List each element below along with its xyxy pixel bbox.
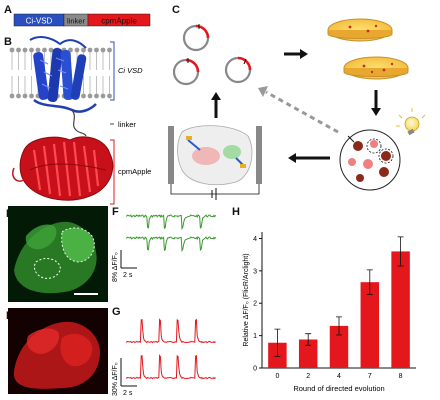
microscopy-image-green — [8, 206, 108, 302]
lipid-head — [94, 93, 99, 99]
light-bulb-icon — [396, 108, 426, 136]
construct-fp-label: cpmApple — [101, 17, 137, 26]
y-tick-label: 4 — [253, 236, 257, 243]
lipid-head — [35, 47, 41, 53]
fp-structure-label: cpmApple — [118, 167, 151, 176]
panel-label-c: C — [172, 4, 180, 16]
error-bar-round-7 — [366, 269, 373, 295]
trace-f-time-label: 2 s — [123, 272, 133, 279]
x-tick-label: 0 — [275, 373, 279, 380]
dashed-arrow-back — [265, 90, 339, 134]
lipid-head — [81, 93, 86, 99]
error-bar-round-0 — [274, 328, 281, 357]
patch-clamp-setup — [168, 125, 262, 200]
structure-brackets — [110, 41, 115, 205]
y-tick-label: 0 — [253, 366, 257, 373]
lipid-head — [87, 47, 93, 53]
construct-linker-label: linker — [67, 17, 85, 26]
lipid-head — [94, 47, 99, 53]
lipid-head — [9, 93, 15, 99]
trace-g-group — [120, 318, 216, 387]
lipid-head — [42, 47, 47, 53]
construct-bar: Ci-VSD linker cpmApple — [13, 13, 151, 27]
y-axis-title: Relative ΔF/F₀ (FlicR/Arclight) — [243, 253, 250, 346]
construct-fp-segment — [87, 13, 151, 27]
lipid-head — [9, 47, 15, 53]
trace-f-line-1 — [125, 214, 217, 231]
plasmid-group — [172, 24, 252, 86]
x-axis-title: Round of directed evolution — [293, 384, 384, 393]
lipid-head — [48, 47, 54, 53]
x-tick-label: 7 — [368, 373, 372, 380]
trace-g-line-2 — [125, 354, 216, 380]
lipid-head — [29, 93, 34, 99]
bar-round-2 — [298, 339, 318, 368]
cpmapple-barrel — [12, 136, 114, 201]
petri-dish-top — [327, 18, 393, 42]
lipid-head — [100, 93, 106, 99]
vsd-structure-label: Ci VSD — [118, 66, 143, 75]
error-bar-round-2 — [305, 333, 312, 346]
y-tick-label: 3 — [253, 268, 257, 275]
error-bar-round-8 — [397, 236, 404, 267]
trace-g-time-label: 2 s — [123, 390, 133, 397]
construct-vsd-label: Ci-VSD — [26, 17, 53, 26]
x-tick-label: 4 — [337, 373, 341, 380]
trace-g-line-1 — [125, 318, 216, 344]
panel-label-f: F — [112, 206, 119, 218]
y-tick-label: 1 — [253, 333, 257, 340]
trace-f-amplitude-label: 8% ΔF/F₀ — [112, 252, 119, 282]
trace-g-amplitude-label: 30% ΔF/F₀ — [112, 362, 119, 396]
trace-f-line-2 — [125, 236, 217, 253]
lipid-head — [29, 47, 34, 53]
lipid-head — [100, 47, 106, 53]
panel-label-a: A — [4, 4, 12, 16]
x-tick-label: 8 — [399, 373, 403, 380]
error-bar-round-4 — [336, 316, 342, 336]
lipid-head — [74, 47, 80, 53]
lipid-head — [87, 93, 93, 99]
petri-dish-bottom — [343, 56, 409, 80]
lipid-head — [107, 47, 112, 53]
lipid-head — [16, 93, 21, 99]
x-tick-label: 2 — [306, 373, 310, 380]
lipid-head — [81, 47, 86, 53]
lipid-head — [107, 93, 112, 99]
lipid-head — [16, 47, 21, 53]
trace-f-group — [120, 214, 217, 269]
lipid-head — [22, 93, 28, 99]
lipid-head — [22, 47, 28, 53]
linker-chain — [71, 109, 87, 137]
panel-label-g: G — [112, 306, 121, 318]
panel-label-b: B — [4, 36, 12, 48]
y-tick-label: 2 — [253, 301, 257, 308]
linker-structure-label: linker — [118, 120, 136, 129]
bar-round-8 — [391, 251, 410, 368]
bar-round-4 — [329, 325, 349, 368]
microscopy-image-red — [8, 308, 108, 394]
panel-label-h: H — [232, 206, 240, 218]
colony-screen-dish — [339, 129, 401, 191]
bar-chart: 0 1 2 3 4 0 2 4 7 8 — [253, 232, 416, 380]
bar-round-7 — [360, 282, 380, 368]
